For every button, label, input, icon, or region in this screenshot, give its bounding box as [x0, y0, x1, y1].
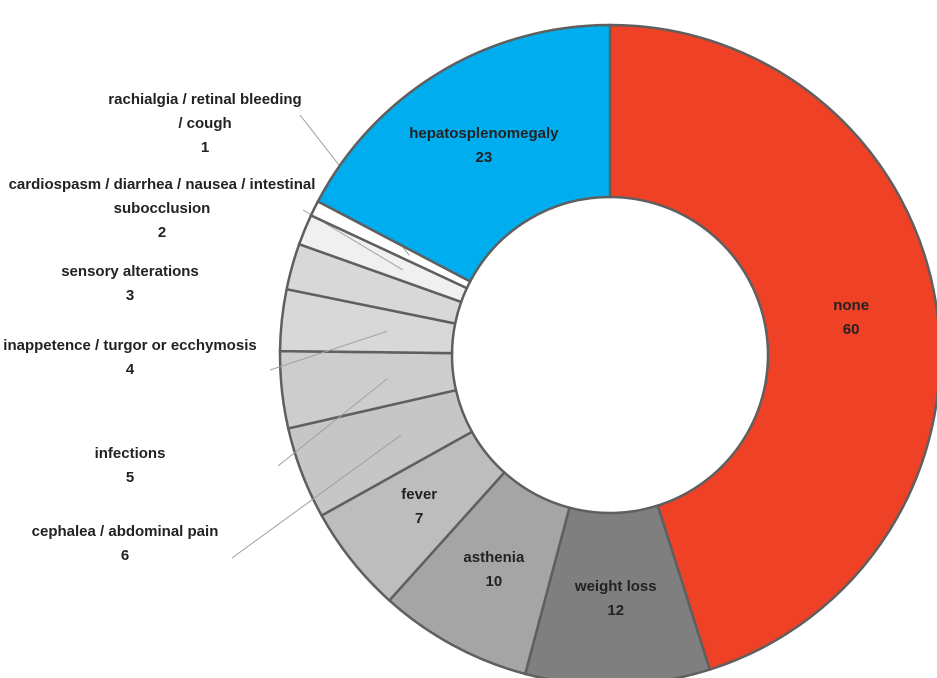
- slice-value: 3: [125, 287, 135, 304]
- slice-name: none: [833, 296, 870, 314]
- slice-label: weight loss 12: [575, 575, 657, 623]
- slice-label: hepatosplenomegaly 23: [409, 122, 558, 170]
- slice-name: cardiospasm / diarrhea / nausea / intest…: [8, 176, 316, 217]
- slice-label: rachialgia / retinal bleeding / cough 1: [105, 88, 305, 160]
- slice-value: 23: [475, 149, 493, 167]
- slice-value: 6: [120, 547, 130, 564]
- slice-label: fever 7: [401, 483, 437, 531]
- slice-name: infections: [94, 445, 166, 462]
- slice-name: cephalea / abdominal pain: [31, 523, 219, 540]
- slice-value: 1: [200, 139, 210, 156]
- slice-label: asthenia 10: [463, 546, 524, 594]
- leader-line: [231, 434, 402, 559]
- slice-name: fever: [401, 486, 438, 504]
- slice-value: 60: [842, 320, 860, 338]
- leader-line: [277, 378, 388, 467]
- slice-label: infections 5: [50, 442, 210, 490]
- donut-slice: [316, 23, 612, 284]
- slice-name: sensory alterations: [61, 263, 199, 280]
- slice-value: 2: [157, 224, 167, 241]
- leader-line: [269, 330, 388, 371]
- slice-label: cardiospasm / diarrhea / nausea / intest…: [2, 173, 322, 245]
- slice-value: 4: [125, 361, 135, 378]
- slice-label: none 60: [833, 294, 869, 342]
- slice-label: cephalea / abdominal pain 6: [10, 520, 240, 568]
- slice-name: inappetence / turgor or ecchymosis: [3, 337, 257, 354]
- slice-name: weight loss: [574, 577, 657, 595]
- slice-value: 12: [607, 601, 625, 619]
- slice-name: rachialgia / retinal bleeding / cough: [108, 91, 302, 132]
- slice-label: sensory alterations 3: [20, 260, 240, 308]
- slice-value: 7: [415, 510, 424, 528]
- donut-slice: [608, 23, 937, 672]
- slice-value: 10: [485, 572, 503, 590]
- slice-value: 5: [125, 469, 135, 486]
- slice-name: asthenia: [463, 548, 525, 566]
- slice-name: hepatosplenomegaly: [409, 125, 559, 143]
- slice-label: inappetence / turgor or ecchymosis 4: [0, 334, 260, 382]
